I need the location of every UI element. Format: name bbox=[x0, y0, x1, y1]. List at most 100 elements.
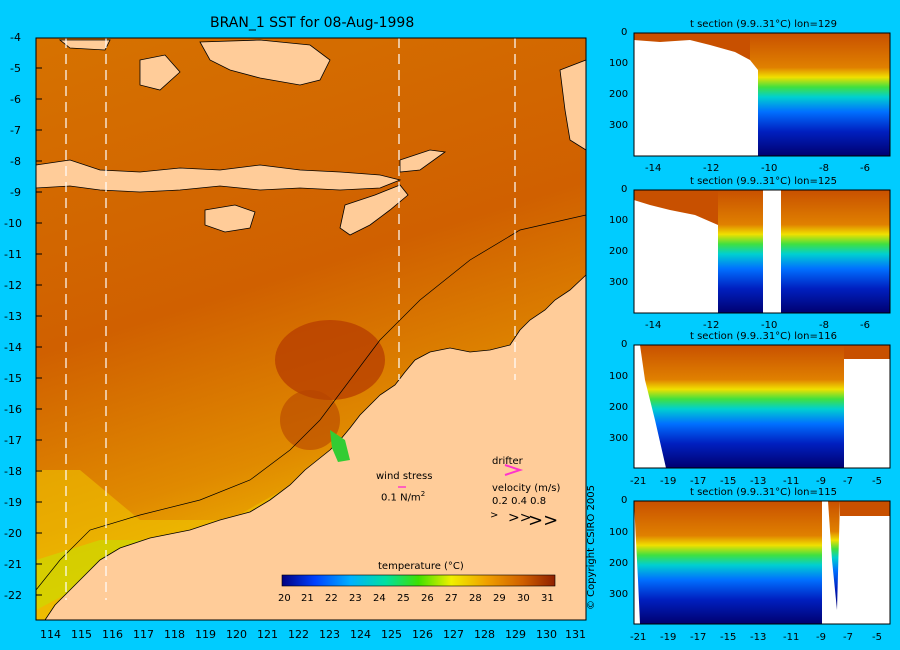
lat-tick: -10 bbox=[761, 163, 778, 174]
colorbar-tick: 23 bbox=[349, 593, 362, 604]
lat-tick: -11 bbox=[783, 476, 800, 487]
section-title: t section (9.9..31°C) lon=115 bbox=[690, 487, 837, 498]
map-title: BRAN_1 SST for 08-Aug-1998 bbox=[210, 15, 415, 31]
section-panel-lon129 bbox=[633, 32, 891, 157]
depth-tick: 0 bbox=[621, 339, 628, 350]
lon-tick: 128 bbox=[474, 628, 495, 641]
lat-tick: -18 bbox=[4, 465, 22, 478]
lon-tick: 121 bbox=[257, 628, 278, 641]
velocity-scale: 0.2 0.4 0.8 bbox=[492, 496, 547, 507]
depth-tick: 100 bbox=[609, 371, 629, 382]
lat-tick: -21 bbox=[630, 632, 647, 643]
lat-tick: -13 bbox=[750, 632, 767, 643]
lat-tick: -9 bbox=[816, 476, 826, 487]
lat-tick: -13 bbox=[750, 476, 767, 487]
temperature-colorbar bbox=[281, 574, 556, 587]
lat-tick: -15 bbox=[720, 632, 737, 643]
lat-tick: -15 bbox=[4, 372, 22, 385]
lat-tick: -11 bbox=[783, 632, 800, 643]
lat-tick: -17 bbox=[690, 632, 707, 643]
section-title: t section (9.9..31°C) lon=129 bbox=[690, 19, 837, 30]
depth-tick: 300 bbox=[609, 433, 629, 444]
depth-tick: 300 bbox=[609, 277, 629, 288]
depth-tick: 200 bbox=[609, 558, 629, 569]
lat-tick: -5 bbox=[872, 632, 882, 643]
lon-tick: 114 bbox=[40, 628, 61, 641]
section-panel-lon116 bbox=[633, 344, 891, 469]
lat-tick: -7 bbox=[843, 476, 853, 487]
lon-tick: 119 bbox=[195, 628, 216, 641]
velocity-arrow-large: >> bbox=[528, 510, 558, 531]
section-panels bbox=[633, 32, 891, 625]
lat-tick: -14 bbox=[645, 320, 662, 331]
lat-tick: -10 bbox=[4, 217, 22, 230]
lat-tick: -8 bbox=[819, 320, 829, 331]
lat-tick: -16 bbox=[4, 403, 22, 416]
lon-tick: 115 bbox=[71, 628, 92, 641]
colorbar-tick: 21 bbox=[301, 593, 314, 604]
lat-tick: -12 bbox=[4, 279, 22, 292]
colorbar-tick: 25 bbox=[397, 593, 410, 604]
lat-tick: -14 bbox=[645, 163, 662, 174]
lat-tick: -17 bbox=[4, 434, 22, 447]
warm-pool bbox=[275, 320, 385, 400]
section-panel-lon125 bbox=[633, 189, 891, 314]
lat-tick: -5 bbox=[10, 62, 21, 75]
lat-tick: -8 bbox=[819, 163, 829, 174]
lat-tick: -6 bbox=[860, 163, 870, 174]
lon-tick: 127 bbox=[443, 628, 464, 641]
islands bbox=[35, 39, 587, 236]
lon-tick: 116 bbox=[102, 628, 123, 641]
colorbar-tick: 24 bbox=[373, 593, 386, 604]
lat-tick: -12 bbox=[703, 163, 720, 174]
wind-stress-scale: 0.1 N/m2 bbox=[381, 490, 426, 504]
depth-tick: 0 bbox=[621, 184, 628, 195]
depth-tick: 0 bbox=[621, 27, 628, 38]
lat-tick: -4 bbox=[10, 31, 21, 44]
lat-tick: -9 bbox=[10, 186, 21, 199]
drifter-icon bbox=[504, 464, 524, 476]
velocity-label: velocity (m/s) bbox=[492, 483, 561, 494]
lat-tick: -6 bbox=[860, 320, 870, 331]
depth-tick: 200 bbox=[609, 246, 629, 257]
lat-tick: -21 bbox=[4, 558, 22, 571]
depth-tick: 200 bbox=[609, 89, 629, 100]
lon-tick: 131 bbox=[565, 628, 586, 641]
lat-tick: -7 bbox=[10, 124, 21, 137]
section-title: t section (9.9..31°C) lon=116 bbox=[690, 331, 837, 342]
depth-tick: 300 bbox=[609, 120, 629, 131]
lon-tick: 130 bbox=[536, 628, 557, 641]
lat-tick: -5 bbox=[872, 476, 882, 487]
depth-tick: 100 bbox=[609, 58, 629, 69]
depth-tick: 300 bbox=[609, 589, 629, 600]
depth-tick: 200 bbox=[609, 402, 629, 413]
sst-map: > >> >> bbox=[35, 37, 587, 621]
colorbar-tick: 26 bbox=[421, 593, 434, 604]
shelf-contour bbox=[35, 214, 587, 591]
lat-tick: -7 bbox=[843, 632, 853, 643]
colorbar-tick: 27 bbox=[445, 593, 458, 604]
lat-tick: -19 bbox=[660, 632, 677, 643]
lon-tick: 129 bbox=[505, 628, 526, 641]
lon-tick: 118 bbox=[164, 628, 185, 641]
lon-tick: 117 bbox=[133, 628, 154, 641]
depth-tick: 100 bbox=[609, 527, 629, 538]
lat-tick: -13 bbox=[4, 310, 22, 323]
lat-tick: -11 bbox=[4, 248, 22, 261]
lat-tick: -9 bbox=[816, 632, 826, 643]
lat-tick: -17 bbox=[690, 476, 707, 487]
colorbar-tick: 20 bbox=[278, 593, 291, 604]
colorbar-title: temperature (°C) bbox=[378, 561, 464, 572]
lon-tick: 124 bbox=[350, 628, 371, 641]
section-panel-lon115 bbox=[633, 500, 891, 625]
drifter-label: drifter bbox=[492, 456, 523, 467]
colorbar-tick: 31 bbox=[541, 593, 554, 604]
lon-tick: 123 bbox=[319, 628, 340, 641]
lat-tick: -6 bbox=[10, 93, 21, 106]
lon-tick: 126 bbox=[412, 628, 433, 641]
lat-tick: -19 bbox=[4, 496, 22, 509]
lat-tick: -8 bbox=[10, 155, 21, 168]
lat-tick: -21 bbox=[630, 476, 647, 487]
lat-tick: -15 bbox=[720, 476, 737, 487]
colorbar-tick: 29 bbox=[493, 593, 506, 604]
